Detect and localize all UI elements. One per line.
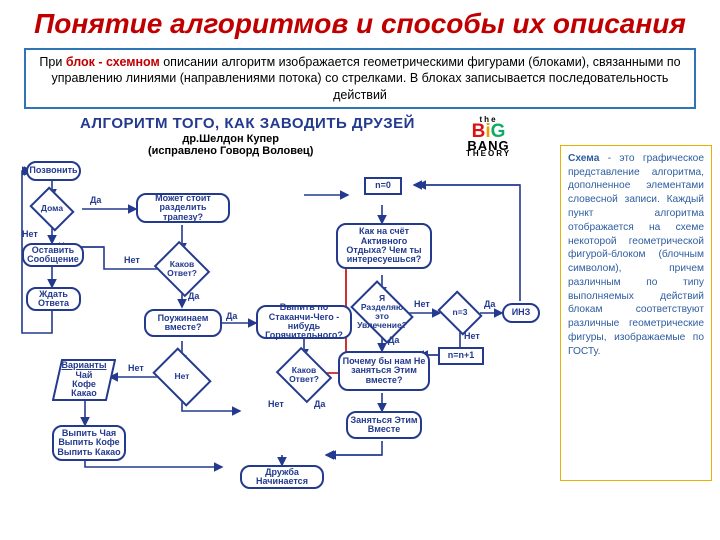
node-init: ИНЗ [502,303,540,323]
lbl-yes: Да [484,299,495,309]
node-home: Дома [34,195,70,223]
lbl-no: Нет [464,331,480,341]
node-whynot: Почему бы нам Не заняться Этим вместе? [338,351,430,391]
node-msg: Оставить Сообщение [22,243,84,267]
side-text: - это графическое представление алгоритм… [568,153,704,357]
node-n0: n=0 [364,177,402,195]
flowchart: АЛГОРИТМ ТОГО, КАК ЗАВОДИТЬ ДРУЗЕЙ др.Ше… [8,115,556,493]
node-meal: Может стоит разделить трапезу? [136,193,230,223]
node-variants-list: ВариантыЧай Кофе Какао [52,359,116,401]
page-title: Понятие алгоритмов и способы их описания [0,0,720,44]
lbl-yes: Да [188,291,199,301]
sidebar-definition: Схема - это графическое представление ал… [560,145,712,481]
node-answer2: Каков Ответ? [282,357,326,393]
node-dine: Поужинаем вместе? [144,309,222,337]
lbl-yes: Да [226,311,237,321]
node-call: Позвонить [26,161,81,181]
node-friend: Дружба Начинается [240,465,324,489]
side-highlight: Схема [568,153,599,164]
desc-highlight: блок - схемном [66,55,160,69]
lbl-no: Нет [128,363,144,373]
node-share: Я Разделяю это Увлечение? [356,293,408,331]
description-box: При блок - схемном описании алгоритм изо… [24,48,696,109]
lbl-yes: Да [314,399,325,409]
desc-prefix: При [39,55,65,69]
node-inc: n=n+1 [438,347,484,365]
node-together: Заняться Этим Вместе [346,411,422,439]
node-recreate: Как на счёт Активного Отдыха? Чем ты инт… [336,223,432,269]
lbl-yes: Да [90,195,101,205]
lbl-no: Нет [414,299,430,309]
lbl-no: Нет [22,229,38,239]
lbl-yes: Да [388,335,399,345]
node-drinklist: Выпить Чая Выпить Кофе Выпить Какао [52,425,126,461]
lbl-no: Нет [124,255,140,265]
lbl-no: Нет [268,399,284,409]
node-n3: n=3 [442,299,478,327]
node-drinkout: Выпить по Стаканчи-Чего - нибудь Горячит… [256,305,352,339]
node-wait: Ждать Ответа [26,287,81,311]
node-answer1: Каков Ответ? [160,251,204,287]
node-variants: Нет [158,359,206,395]
